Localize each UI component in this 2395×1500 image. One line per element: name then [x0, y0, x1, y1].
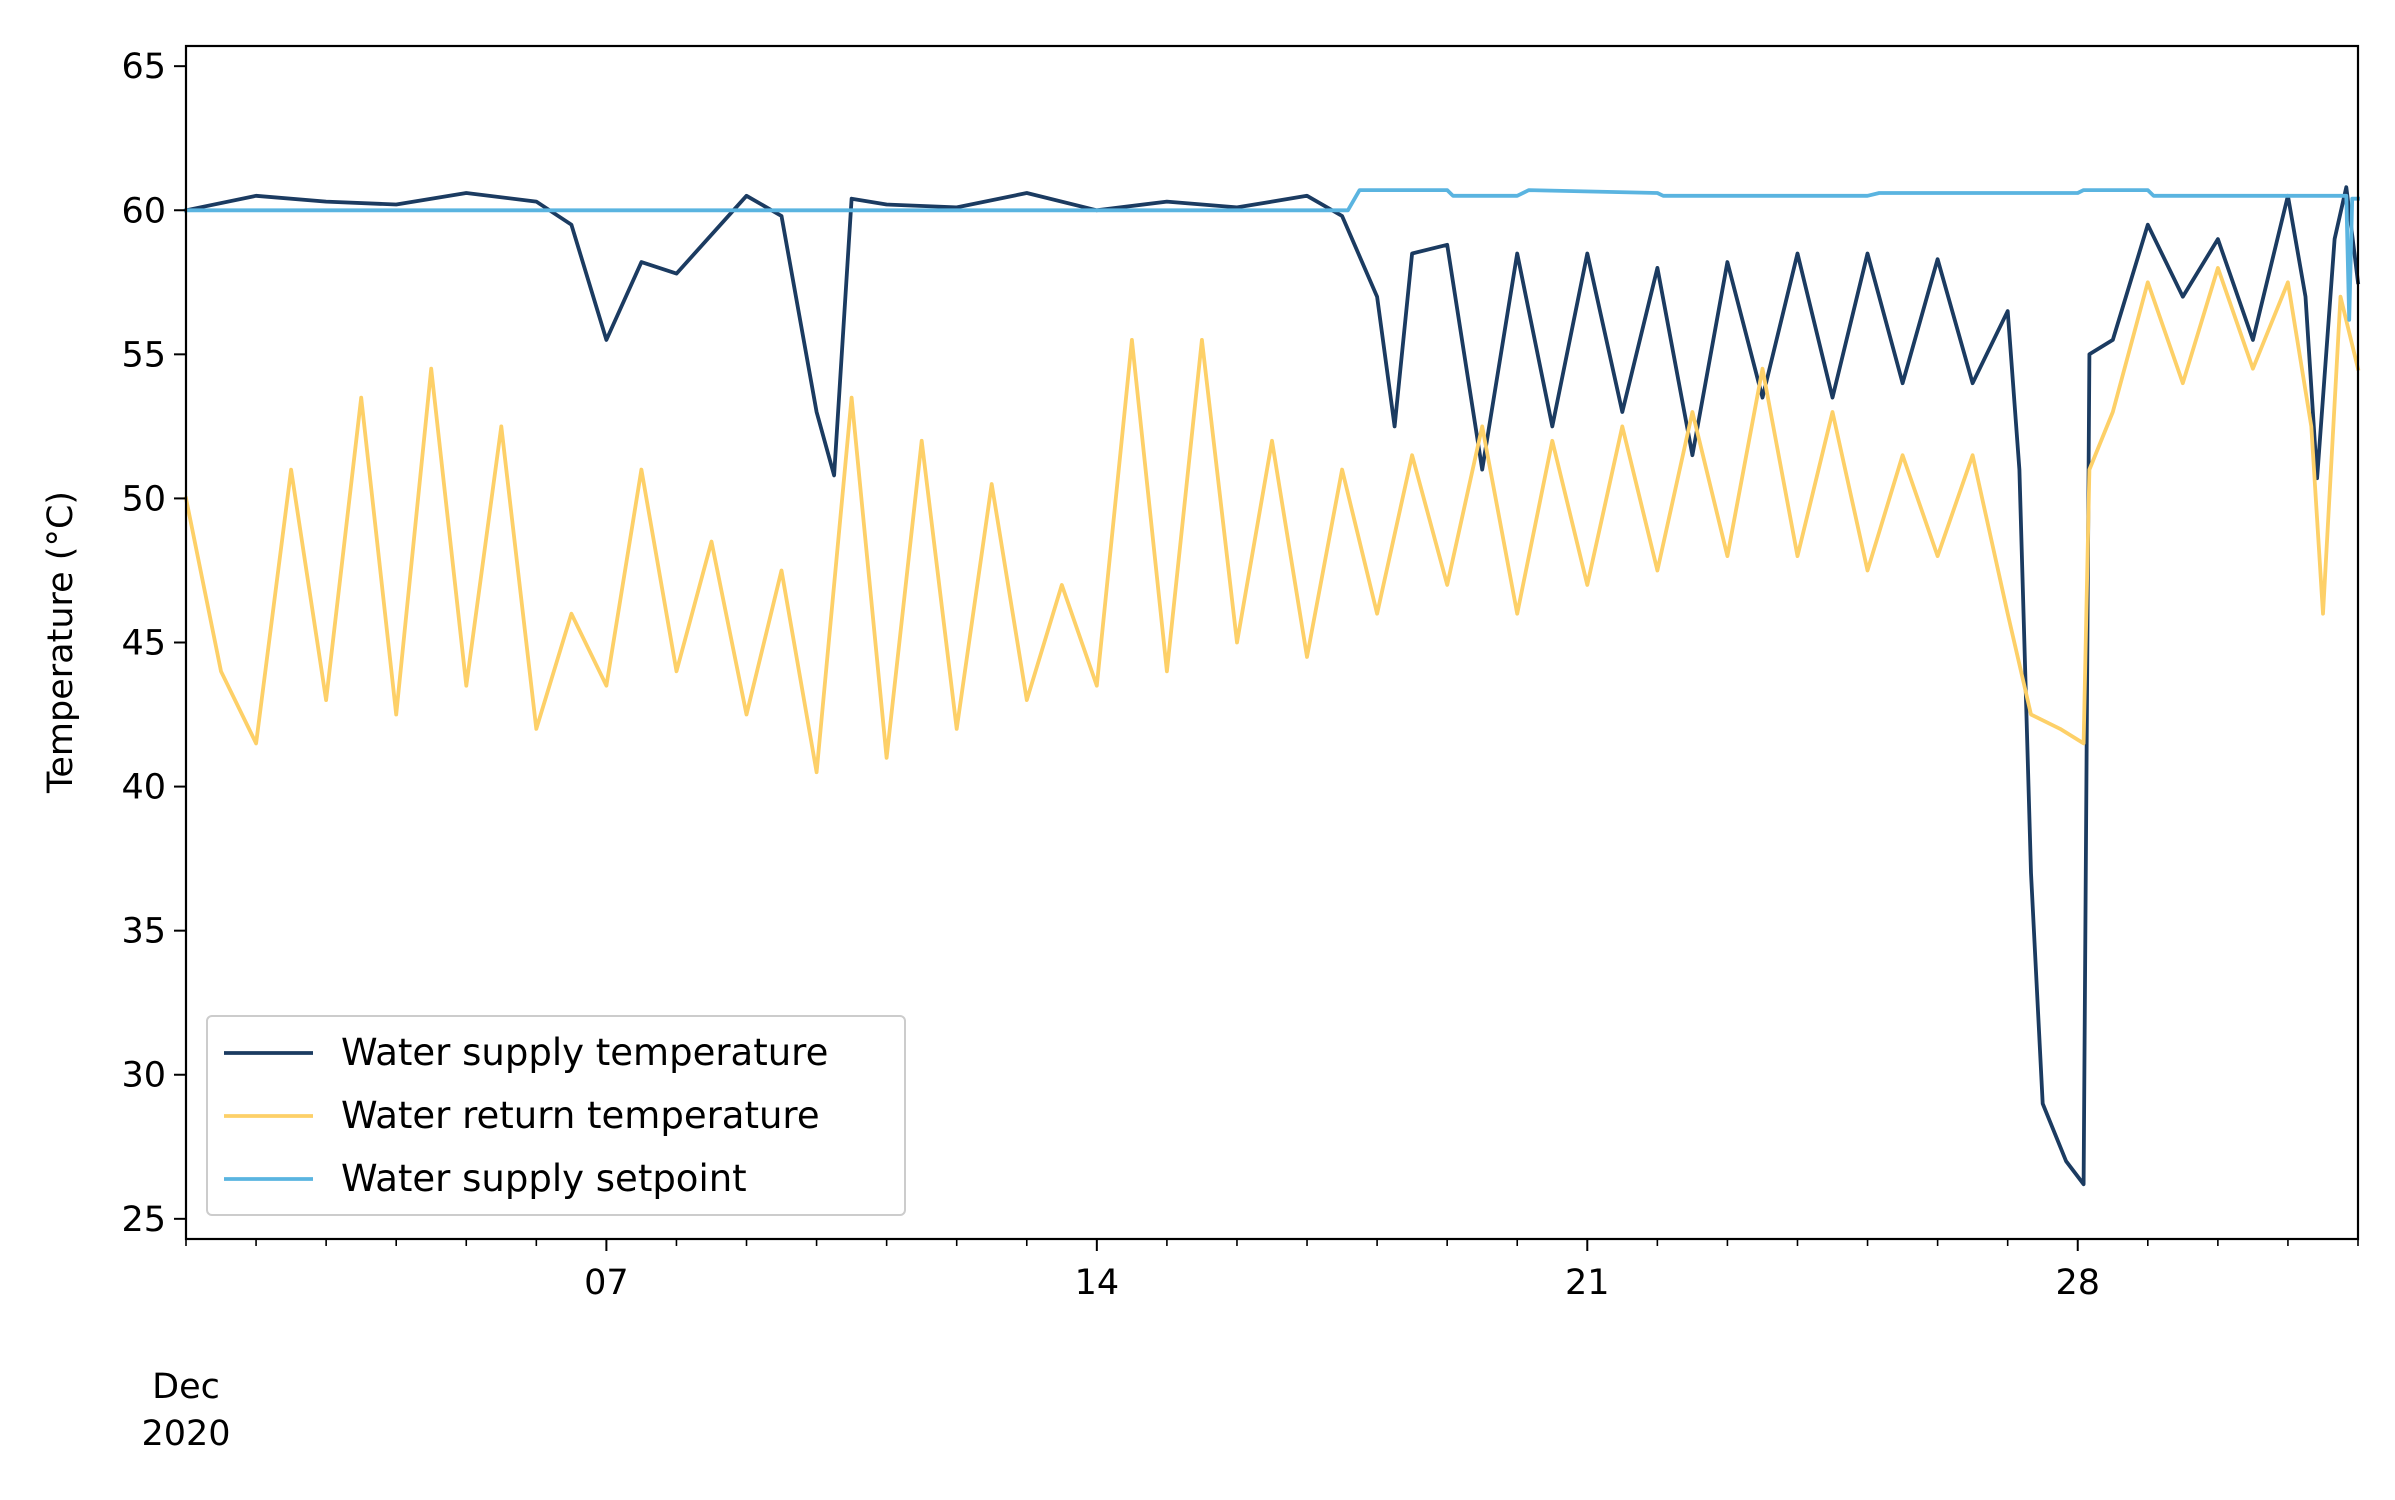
y-tick-label-60: 60: [121, 191, 166, 231]
x-corner-month-label: Dec: [152, 1367, 220, 1407]
legend-box: [206, 1015, 906, 1216]
legend-label-3: Water supply setpoint: [341, 1157, 747, 1200]
y-tick-label-25: 25: [121, 1200, 166, 1240]
plot-area: [183, 185, 2361, 1187]
y-tick-label-45: 45: [121, 624, 166, 664]
x-tick-label-21: 21: [1565, 1263, 1610, 1303]
x-corner-year-label: 2020: [141, 1414, 230, 1454]
x-tick-label-28: 28: [2055, 1263, 2100, 1303]
legend: Water supply temperature Water return tem…: [206, 1015, 906, 1216]
x-tick-label-14: 14: [1075, 1263, 1120, 1303]
x-axis: 07 14 21 28: [185, 1239, 2359, 1303]
y-tick-label-50: 50: [121, 479, 166, 519]
y-tick-label-55: 55: [121, 335, 166, 375]
y-tick-label-30: 30: [121, 1056, 166, 1096]
y-tick-label-40: 40: [121, 768, 166, 808]
legend-label-1: Water supply temperature: [341, 1031, 828, 1074]
x-tick-label-07: 07: [584, 1263, 629, 1303]
series-line-2: [183, 265, 2361, 775]
series-line-3: [184, 188, 2360, 322]
y-axis-label: Temperature (°C): [41, 491, 81, 794]
y-axis: 25 30 35 40 45 50 55 60 65: [121, 47, 186, 1240]
y-tick-label-65: 65: [121, 47, 166, 87]
legend-label-2: Water return temperature: [341, 1094, 820, 1137]
y-tick-label-35: 35: [121, 912, 166, 952]
